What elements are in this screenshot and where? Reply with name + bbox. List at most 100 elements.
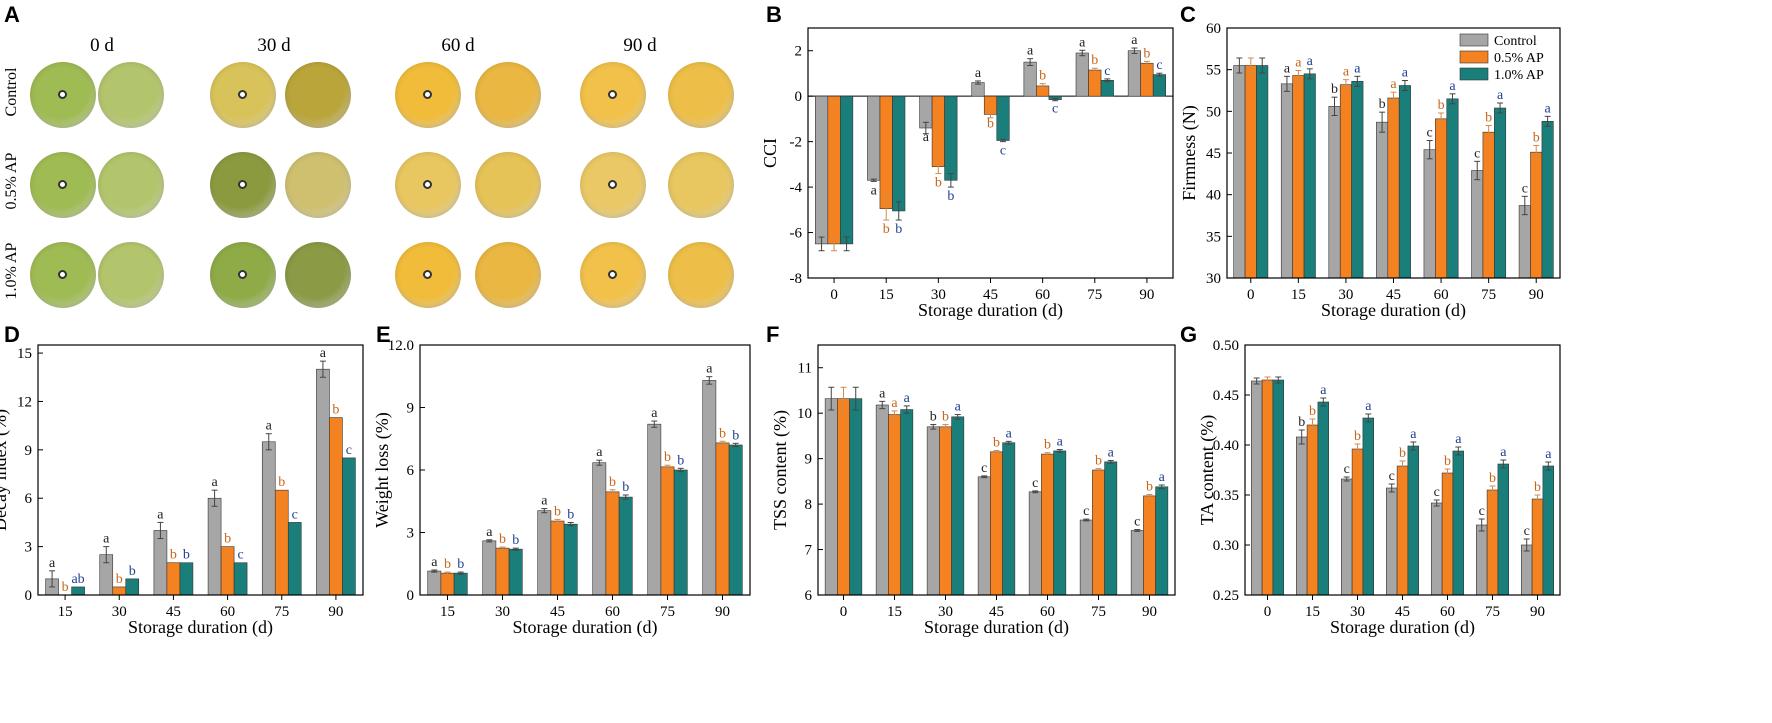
y-tick-label: -6 <box>790 226 803 242</box>
x-tick-label: 75 <box>1087 287 1102 303</box>
bar <box>550 520 565 596</box>
y-tick-label: -8 <box>790 271 803 287</box>
bar <box>618 496 633 596</box>
significance-label: b <box>947 189 954 204</box>
significance-label: a <box>1027 44 1034 59</box>
bar <box>867 95 881 181</box>
significance-label: a <box>49 556 56 571</box>
significance-label: a <box>871 183 878 198</box>
y-tick-label: 6 <box>25 491 33 507</box>
y-axis-label: Firmness (N) <box>1179 105 1200 201</box>
significance-label: b <box>883 222 890 237</box>
bar <box>71 586 85 596</box>
x-tick-label: 45 <box>1386 287 1401 303</box>
y-axis-label: TSS content (%) <box>770 410 791 530</box>
x-tick-label: 90 <box>1139 287 1154 303</box>
significance-label: b <box>1091 53 1098 68</box>
legend-swatch <box>1459 67 1489 81</box>
y-tick-label: 35 <box>1206 229 1221 245</box>
significance-label: b <box>664 450 671 465</box>
bar <box>1127 50 1141 97</box>
fruit-photo <box>668 62 734 128</box>
fruit-photo <box>475 62 541 128</box>
y-tick-label: 60 <box>1206 21 1221 37</box>
legend-label: 0.5% AP <box>1494 51 1544 66</box>
bar <box>207 497 222 596</box>
significance-label: b <box>62 580 69 595</box>
fruit-photo <box>98 152 164 218</box>
bar <box>1140 62 1154 97</box>
bar <box>261 441 276 596</box>
bar <box>931 95 945 167</box>
panel-letter-c: C <box>1180 2 1196 27</box>
x-axis-label: Storage duration (d) <box>1321 300 1466 321</box>
bar <box>1152 74 1166 97</box>
significance-label: b <box>183 548 190 563</box>
bar <box>875 404 889 596</box>
significance-label: b <box>567 508 574 523</box>
significance-label: b <box>1485 111 1492 126</box>
y-tick-label: 0.40 <box>1213 438 1239 454</box>
bar <box>1376 121 1389 279</box>
x-axis-label: Storage duration (d) <box>128 617 273 638</box>
significance-label: a <box>596 445 603 460</box>
significance-label: b <box>732 428 739 443</box>
significance-label: a <box>879 386 886 401</box>
x-tick-label: 0 <box>840 604 848 620</box>
significance-label: a <box>1006 426 1013 441</box>
significance-label: a <box>541 494 548 509</box>
bar <box>1452 450 1464 596</box>
y-tick-label: 0 <box>25 588 33 604</box>
fruit-photo <box>285 152 351 218</box>
significance-label: b <box>609 475 616 490</box>
x-tick-label: 75 <box>274 604 289 620</box>
bar <box>1233 65 1246 279</box>
day-label-60: 60 d <box>441 35 475 56</box>
y-tick-label: 0.30 <box>1213 538 1239 554</box>
y-axis-label: TA content (%) <box>1197 415 1218 526</box>
y-tick-label: 2 <box>795 44 803 60</box>
bar <box>1386 487 1398 596</box>
bar <box>1155 486 1169 596</box>
x-tick-label: 45 <box>989 604 1004 620</box>
significance-label: a <box>1402 66 1409 81</box>
bar <box>1250 380 1263 596</box>
significance-label: b <box>129 564 136 579</box>
significance-label: a <box>904 391 911 406</box>
x-tick-label: 60 <box>605 604 620 620</box>
significance-label: a <box>431 555 438 570</box>
bar <box>605 491 620 596</box>
bar <box>153 530 168 596</box>
bar <box>1362 417 1374 596</box>
panel-letter-b: B <box>766 2 782 27</box>
x-tick-label: 30 <box>112 604 127 620</box>
significance-label: b <box>1534 480 1541 495</box>
significance-label: b <box>278 475 285 490</box>
bar <box>939 426 952 596</box>
y-tick-label: 12.0 <box>388 338 414 354</box>
legend-swatch <box>1459 33 1489 47</box>
significance-label: c <box>1427 126 1433 141</box>
bar <box>453 572 468 596</box>
significance-label: b <box>1309 404 1316 419</box>
x-axis-label: Storage duration (d) <box>513 617 658 638</box>
y-tick-label: 0.35 <box>1213 488 1239 504</box>
bar <box>1341 478 1353 596</box>
bar <box>849 398 863 596</box>
bar <box>1075 52 1089 97</box>
bar <box>1272 379 1285 596</box>
significance-label: b <box>332 403 339 418</box>
significance-label: a <box>1545 101 1552 116</box>
significance-label: c <box>346 443 352 458</box>
y-tick-label: -4 <box>790 180 803 196</box>
x-tick-label: 30 <box>1338 287 1353 303</box>
significance-label: a <box>1131 33 1138 48</box>
significance-label: b <box>1331 82 1338 97</box>
significance-label: a <box>923 130 930 145</box>
bar <box>1079 519 1093 596</box>
x-tick-label: 15 <box>1291 287 1306 303</box>
bar <box>1486 489 1499 596</box>
bar <box>1531 498 1544 596</box>
